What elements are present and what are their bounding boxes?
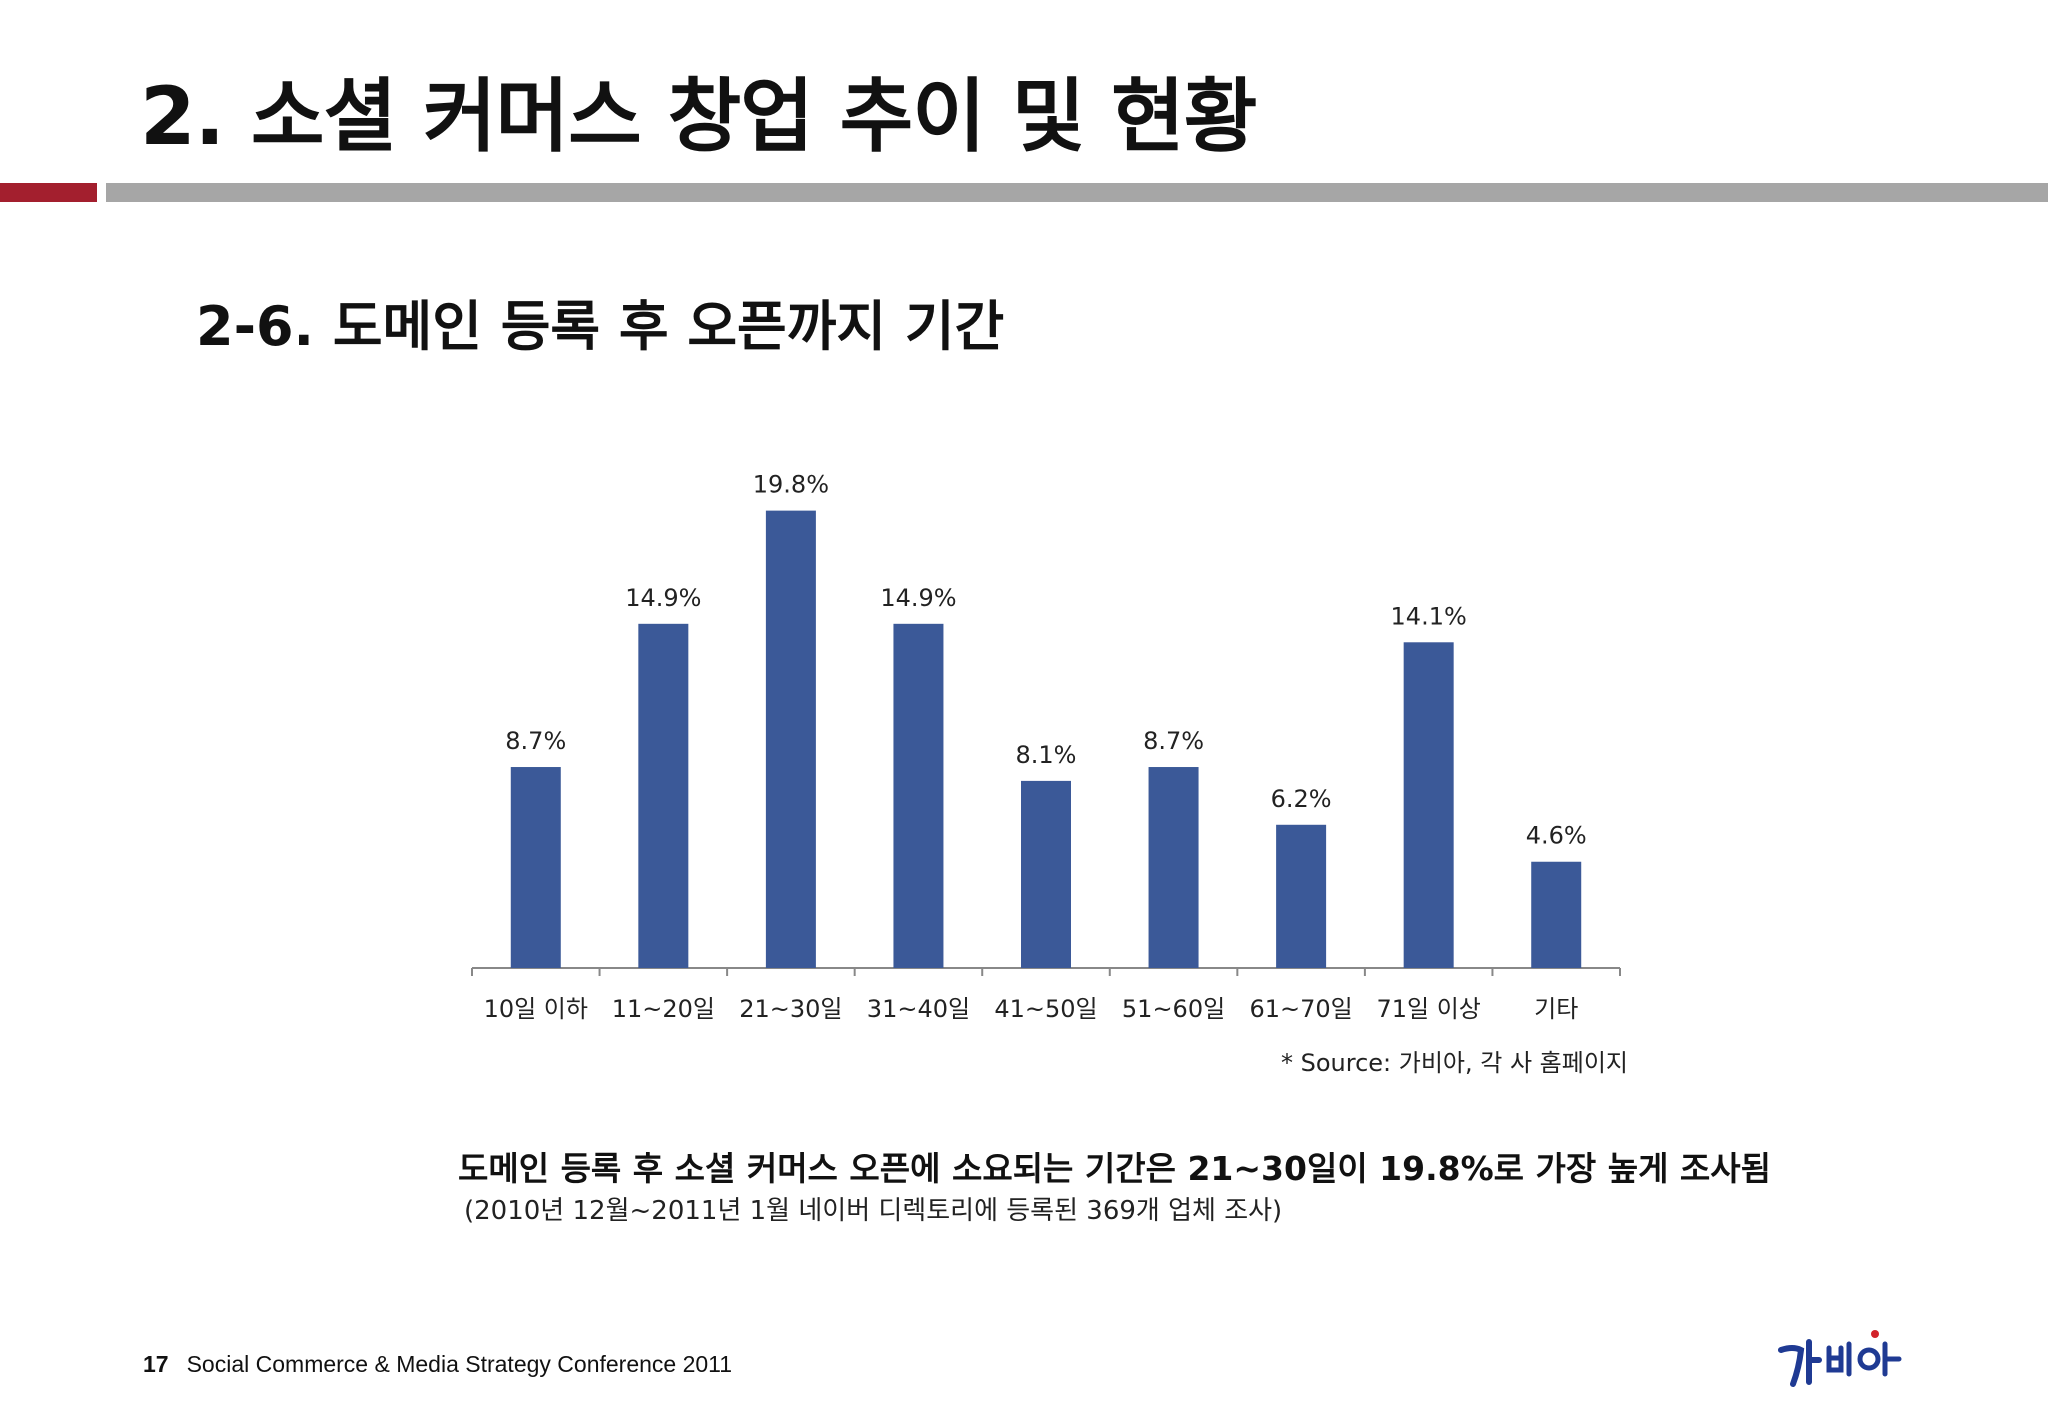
x-tick-label: 41~50일	[994, 995, 1097, 1023]
bar	[510, 767, 561, 968]
data-label: 6.2%	[1271, 785, 1332, 813]
data-label: 14.9%	[625, 584, 701, 612]
data-label: 4.6%	[1526, 822, 1587, 850]
data-label: 8.1%	[1016, 741, 1077, 769]
page-number: 17	[143, 1351, 169, 1377]
survey-note: (2010년 12월~2011년 1월 네이버 디렉토리에 등록된 369개 업…	[464, 1196, 1283, 1226]
data-label: 19.8%	[753, 471, 829, 499]
slide-title: 2. 소셜 커머스 창업 추이 및 현황	[140, 70, 1257, 163]
x-tick-label: 61~70일	[1249, 995, 1352, 1023]
bar	[765, 510, 816, 968]
section-subtitle: 2-6. 도메인 등록 후 오픈까지 기간	[196, 295, 1005, 358]
divider-rule	[106, 183, 2048, 202]
data-label: 14.9%	[880, 584, 956, 612]
accent-rule	[0, 183, 97, 202]
data-label: 8.7%	[1143, 727, 1204, 755]
data-label: 8.7%	[505, 727, 566, 755]
bar	[638, 623, 689, 968]
data-label: 14.1%	[1391, 602, 1467, 630]
bar	[1021, 780, 1071, 968]
bar	[1531, 861, 1582, 968]
x-tick-label: 31~40일	[867, 995, 970, 1023]
footer: 17 Social Commerce & Media Strategy Confe…	[143, 1351, 732, 1378]
x-tick-label: 11~20일	[612, 995, 715, 1023]
x-tick-label: 51~60일	[1122, 995, 1225, 1023]
gabia-logo	[1778, 1330, 1902, 1387]
x-tick-label: 71일 이상	[1376, 995, 1480, 1023]
source-note: * Source: 가비아, 각 사 홈페이지	[1280, 1049, 1628, 1077]
bar	[893, 623, 944, 968]
bar	[1148, 767, 1199, 968]
x-tick-label: 10일 이하	[484, 995, 588, 1023]
x-tick-label: 기타	[1534, 995, 1578, 1023]
bar	[1403, 642, 1454, 968]
bar	[1276, 824, 1327, 968]
conference-name: Social Commerce & Media Strategy Confere…	[186, 1351, 733, 1377]
x-tick-label: 21~30일	[739, 995, 842, 1023]
key-finding: 도메인 등록 후 소셜 커머스 오픈에 소요되는 기간은 21~30일이 19.…	[458, 1149, 1772, 1188]
